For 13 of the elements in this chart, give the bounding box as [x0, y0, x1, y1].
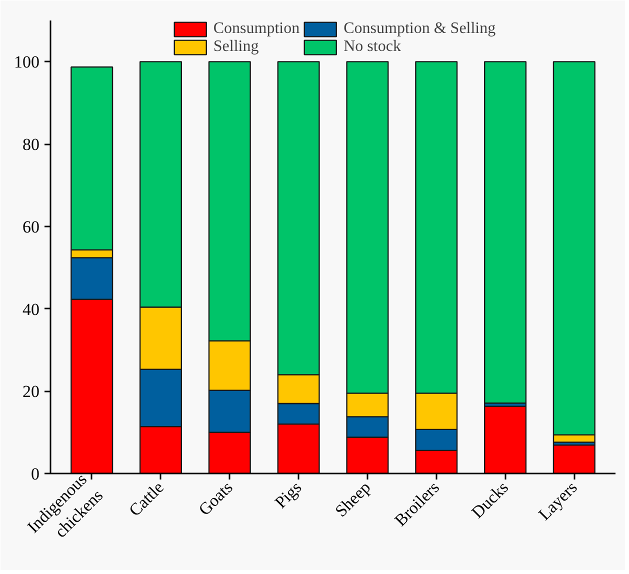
bar [484, 406, 527, 474]
bar [552, 444, 596, 474]
y-tick-label: 20 [22, 382, 40, 402]
legend-label: Consumption [213, 20, 300, 38]
legend-label: Selling [213, 38, 259, 56]
y-tick-label: 40 [22, 300, 40, 319]
legend-label: No stock [344, 38, 401, 56]
y-tick-label: 100 [14, 52, 40, 72]
y-tick-label: 80 [22, 135, 40, 154]
y-tick-label: 60 [22, 217, 40, 236]
legend-label: Consumption & Selling [344, 20, 496, 38]
bar [484, 61, 527, 404]
x-tick-label: Pigs [271, 478, 306, 512]
